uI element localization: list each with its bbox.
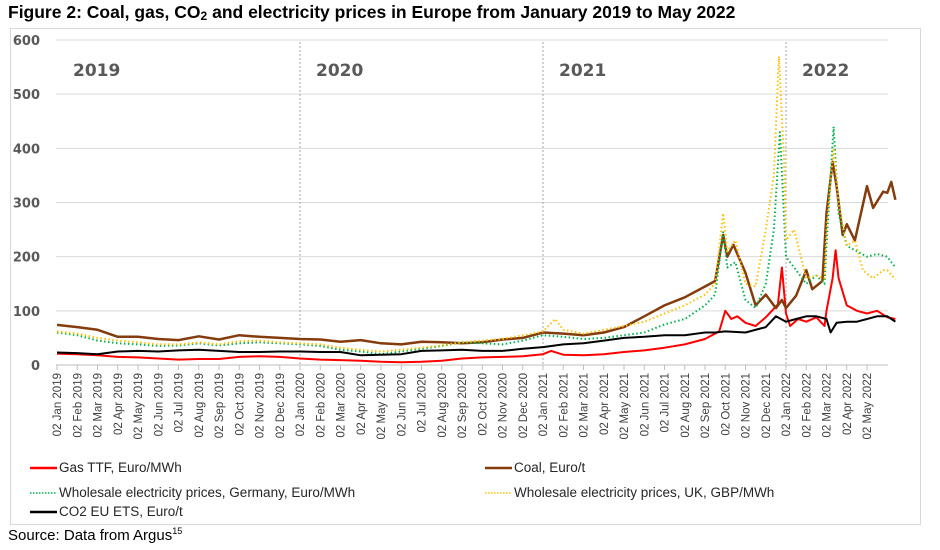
x-tick-label: 02 Dec 2021 <box>761 373 773 438</box>
x-tick-label: 02 Jun 2020 <box>396 373 408 436</box>
x-tick-label: 02 Jan 2022 <box>781 373 793 436</box>
y-tick-label: 300 <box>13 197 40 212</box>
x-tick-label: 02 Aug 2020 <box>437 373 449 438</box>
x-tick-label: 02 Sep 2019 <box>214 373 226 438</box>
x-tick-label: 02 Jun 2019 <box>153 373 165 436</box>
x-tick-label: 02 Jul 2019 <box>174 373 186 432</box>
x-tick-label: 02 Oct 2020 <box>477 373 489 436</box>
x-tick-label: 02 Mar 2019 <box>93 373 105 438</box>
x-tick-label: 02 Apr 2021 <box>599 373 611 435</box>
x-tick-label: 02 Nov 2021 <box>741 373 753 438</box>
x-tick-label: 02 May 2021 <box>619 373 631 440</box>
x-tick-label: 02 Sep 2020 <box>457 373 469 438</box>
legend-label: Coal, Euro/t <box>514 460 586 475</box>
x-tick-label: 02 Oct 2021 <box>720 373 732 436</box>
y-axis-ticks: 0 100 200 300 400 500 600 <box>13 34 40 374</box>
x-tick-label: 02 May 2019 <box>133 373 145 440</box>
year-label: 2020 <box>316 61 363 81</box>
series-line-gas-ttf <box>56 249 896 364</box>
year-annotations: 2019 2020 2021 2022 <box>73 61 849 81</box>
chart-frame <box>10 28 921 525</box>
x-tick-label: 02 Mar 2020 <box>336 373 348 438</box>
year-dividers <box>299 42 787 365</box>
series-line-electricity-germany <box>56 125 897 356</box>
year-label: 2022 <box>802 61 849 81</box>
legend: Gas TTF, Euro/MWh Coal, Euro/t Wholesale e… <box>30 460 774 519</box>
x-tick-label: 02 Jan 2019 <box>52 373 64 436</box>
x-tick-label: 02 Feb 2022 <box>801 373 813 438</box>
legend-label: Gas TTF, Euro/MWh <box>59 460 182 475</box>
legend-label: CO2 EU ETS, Euro/t <box>59 504 183 519</box>
source-text: Source: Data from Argus <box>8 527 173 544</box>
x-tick-label: 02 Jan 2020 <box>295 373 307 436</box>
y-tick-label: 600 <box>13 34 40 49</box>
x-tick-label: 02 May 2022 <box>862 373 874 440</box>
x-tick-label: 02 Feb 2019 <box>72 373 84 438</box>
y-tick-label: 500 <box>13 88 40 103</box>
x-tick-label: 02 Feb 2021 <box>558 373 570 438</box>
series-line-electricity-uk <box>56 55 897 353</box>
x-tick-label: 02 Oct 2019 <box>234 373 246 436</box>
x-tick-label: 02 Mar 2021 <box>579 373 591 438</box>
x-axis: 02 Jan 2019 02 Feb 2019 02 Mar 2019 02 Apr … <box>52 364 888 440</box>
series-line-co2-eu-ets <box>56 315 896 357</box>
x-tick-label: 02 Dec 2019 <box>275 373 287 438</box>
year-label: 2021 <box>559 61 606 81</box>
legend-label: Wholesale electricity prices, UK, GBP/MW… <box>514 485 774 500</box>
source-footnote-ref: 15 <box>172 526 183 536</box>
x-tick-label: 02 Aug 2019 <box>194 373 206 438</box>
x-tick-label: 02 Sep 2021 <box>700 373 712 438</box>
gridlines <box>56 39 888 312</box>
legend-label: Wholesale electricity prices, Germany, E… <box>59 485 355 500</box>
x-tick-label: 02 May 2020 <box>376 373 388 440</box>
x-tick-label: 02 Jun 2021 <box>639 373 651 436</box>
figure-title-rest: and electricity prices in Europe from Ja… <box>207 2 736 22</box>
x-tick-label: 02 Feb 2020 <box>315 373 327 438</box>
year-label: 2019 <box>73 61 120 81</box>
x-tick-label: 02 Nov 2019 <box>255 373 267 438</box>
figure-title-main: Figure 2: Coal, gas, CO <box>8 2 201 22</box>
x-tick-label: 02 Dec 2020 <box>518 373 530 438</box>
series-line-coal <box>56 160 897 346</box>
series-lines <box>56 55 897 364</box>
x-tick-label: 02 Mar 2022 <box>822 373 834 438</box>
x-tick-label: 02 Jul 2020 <box>417 373 429 432</box>
x-tick-label: 02 Apr 2019 <box>113 373 125 435</box>
x-tick-label: 02 Apr 2022 <box>842 373 854 435</box>
source-note: Source: Data from Argus15 <box>8 526 182 544</box>
x-tick-label: 02 Nov 2020 <box>498 373 510 438</box>
y-tick-label: 200 <box>13 251 40 266</box>
x-tick-label: 02 Aug 2021 <box>680 373 692 438</box>
y-tick-label: 100 <box>13 305 40 320</box>
figure-title: Figure 2: Coal, gas, CO2 and electricity… <box>8 2 735 23</box>
x-tick-label: 02 Apr 2020 <box>356 373 368 435</box>
x-tick-label: 02 Jul 2021 <box>660 373 672 432</box>
y-tick-label: 400 <box>13 142 40 157</box>
figure-title-subscript: 2 <box>200 9 208 23</box>
x-tick-label: 02 Jan 2021 <box>538 373 550 436</box>
y-tick-label: 0 <box>31 359 40 374</box>
